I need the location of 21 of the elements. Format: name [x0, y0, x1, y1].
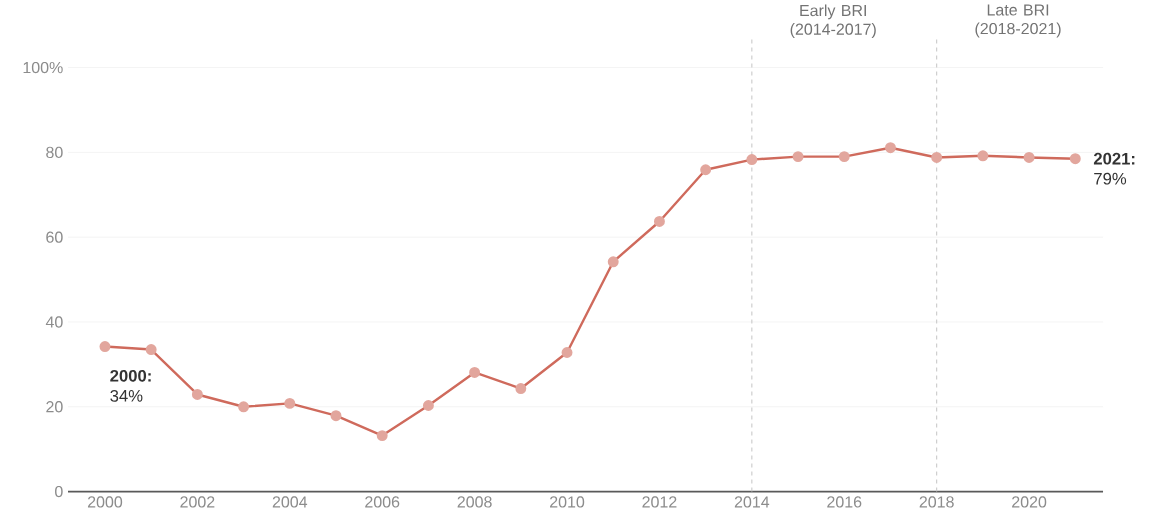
x-tick-label: 2018 — [919, 496, 954, 508]
x-tick-label: 2016 — [827, 496, 862, 508]
x-tick-label: 2010 — [550, 496, 585, 508]
annotation: 2000: 34% — [110, 370, 151, 402]
y-tick-label: 100% — [23, 62, 63, 74]
ref-line-label: Late BRI (2018-2021) — [975, 4, 1061, 38]
ref-line-label: Early BRI (2014-2017) — [790, 4, 876, 39]
y-tick-label: 0 — [55, 486, 63, 498]
x-tick-label: 2008 — [457, 496, 492, 508]
y-tick-label: 80 — [46, 146, 63, 159]
y-tick-label: 60 — [46, 231, 63, 244]
x-tick-label: 2020 — [1012, 496, 1047, 508]
x-tick-label: 2002 — [180, 496, 215, 508]
x-tick-label: 2000 — [87, 496, 123, 508]
y-tick-label: 40 — [45, 316, 63, 328]
x-tick-label: 2006 — [365, 496, 400, 508]
annotation: 2021: 79% — [1093, 152, 1135, 185]
x-tick-label: 2012 — [642, 496, 677, 508]
x-tick-label: 2004 — [272, 496, 308, 508]
x-tick-label: 2014 — [734, 496, 770, 508]
y-tick-label: 20 — [46, 401, 63, 413]
